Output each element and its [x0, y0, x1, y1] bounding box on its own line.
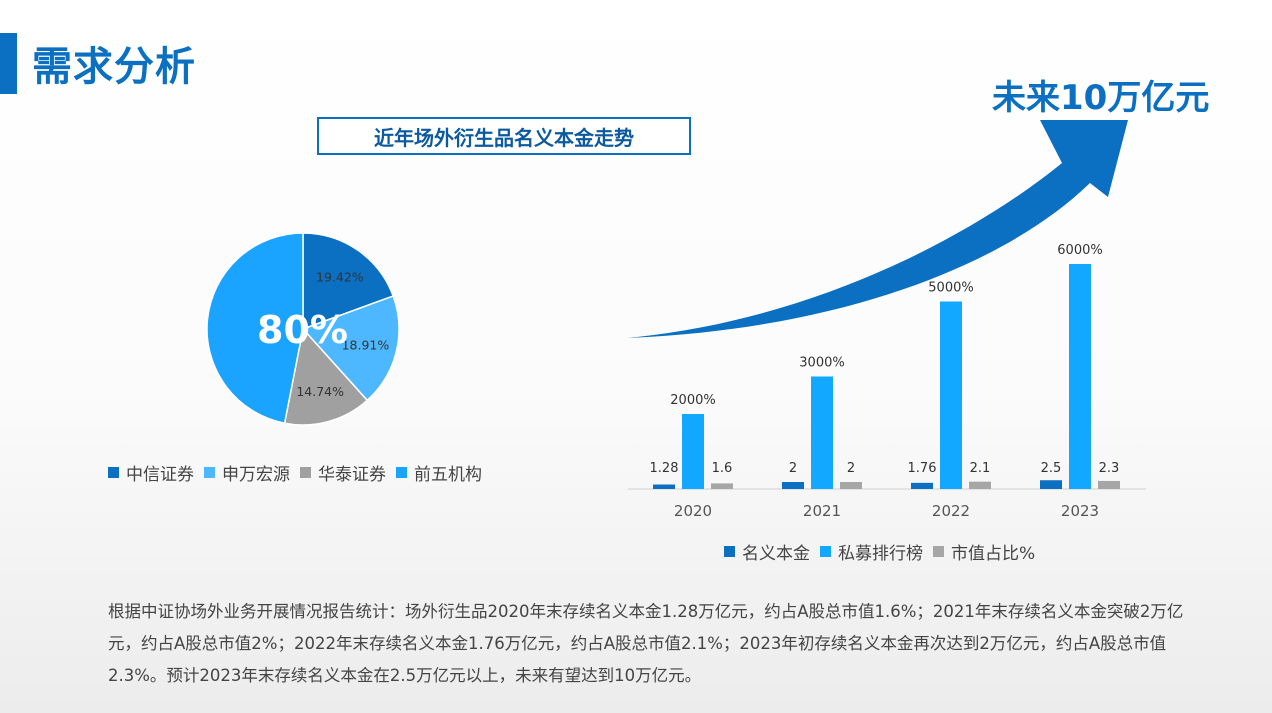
- bar-value-label: 2.1: [970, 461, 991, 476]
- x-tick-label: 2023: [1061, 502, 1099, 520]
- bar: [1069, 264, 1091, 489]
- bar: [840, 482, 862, 489]
- headline: 未来10万亿元: [992, 78, 1210, 118]
- legend-item: 名义本金: [724, 539, 810, 564]
- bar-value-label: 2: [847, 461, 855, 476]
- legend-item: 申万宏源: [204, 460, 290, 485]
- legend-swatch: [108, 467, 119, 478]
- bar-chart: 1.28 2000% 1.6 2020 2 3000% 2 2021 1.76 5000% 2.1 2…: [628, 243, 1146, 520]
- bar-value-label: 1.76: [908, 461, 937, 476]
- title-accent-bar: [0, 33, 17, 94]
- pie-chart: 19.42% 18.91% 14.74%: [206, 232, 400, 426]
- legend-swatch: [204, 467, 215, 478]
- bar: [653, 484, 675, 489]
- x-tick-label: 2020: [674, 502, 712, 520]
- pie-slice: [301, 295, 400, 402]
- x-tick-label: 2021: [803, 502, 841, 520]
- bar-value-label: 2.3: [1099, 461, 1120, 476]
- legend-label: 名义本金: [742, 544, 810, 564]
- bar: [811, 376, 833, 489]
- bar-value-label: 2.5: [1041, 461, 1062, 476]
- legend-label: 私募排行榜: [838, 544, 923, 564]
- bar-value-label: 3000%: [799, 356, 844, 371]
- page-title: 需求分析: [32, 44, 196, 90]
- bar: [911, 482, 933, 489]
- x-tick-label: 2022: [932, 502, 970, 520]
- legend-item: 私募排行榜: [820, 539, 923, 564]
- bar-value-label: 2000%: [670, 393, 715, 408]
- pie-overlay-percent: 80%: [257, 308, 348, 352]
- growth-arrow: [627, 120, 1128, 338]
- pie-slice-label: 18.91%: [342, 338, 390, 353]
- bar: [1040, 480, 1062, 489]
- legend-item: 前五机构: [396, 460, 482, 485]
- bar: [1098, 480, 1120, 489]
- legend-swatch: [396, 467, 407, 478]
- summary-paragraph: 根据中证协场外业务开展情况报告统计：场外衍生品2020年末存续名义本金1.28万…: [108, 602, 1184, 685]
- pie-legend: 中信证券 申万宏源 华泰证券 前五机构: [108, 460, 492, 485]
- pie-slice-label: 19.42%: [316, 269, 364, 284]
- legend-item: 中信证券: [108, 460, 194, 485]
- legend-label: 前五机构: [414, 465, 482, 485]
- legend-label: 市值占比%: [951, 544, 1036, 564]
- legend-label: 华泰证券: [318, 465, 386, 485]
- bar: [969, 481, 991, 489]
- chart-title: 近年场外衍生品名义本金走势: [317, 117, 691, 155]
- bar-value-label: 5000%: [928, 281, 973, 296]
- legend-label: 申万宏源: [222, 465, 290, 485]
- pie-slice-label: 14.74%: [296, 384, 344, 399]
- bar: [682, 414, 704, 489]
- bar-value-label: 6000%: [1057, 243, 1102, 258]
- pie-slice: [206, 232, 304, 425]
- pie-slice: [302, 232, 395, 331]
- bar-legend: 名义本金 私募排行榜 市值占比%: [724, 539, 1045, 564]
- legend-item: 华泰证券: [300, 460, 386, 485]
- bar-value-label: 1.6: [712, 461, 733, 476]
- legend-item: 市值占比%: [933, 539, 1035, 564]
- bar: [940, 301, 962, 489]
- legend-swatch: [820, 546, 831, 557]
- bar: [711, 483, 733, 489]
- bar-value-label: 1.28: [650, 461, 679, 476]
- legend-swatch: [933, 546, 944, 557]
- pie-slice: [283, 327, 369, 426]
- bar: [782, 482, 804, 489]
- legend-swatch: [724, 546, 735, 557]
- legend-swatch: [300, 467, 311, 478]
- legend-label: 中信证券: [126, 465, 194, 485]
- bar-value-label: 2: [789, 461, 797, 476]
